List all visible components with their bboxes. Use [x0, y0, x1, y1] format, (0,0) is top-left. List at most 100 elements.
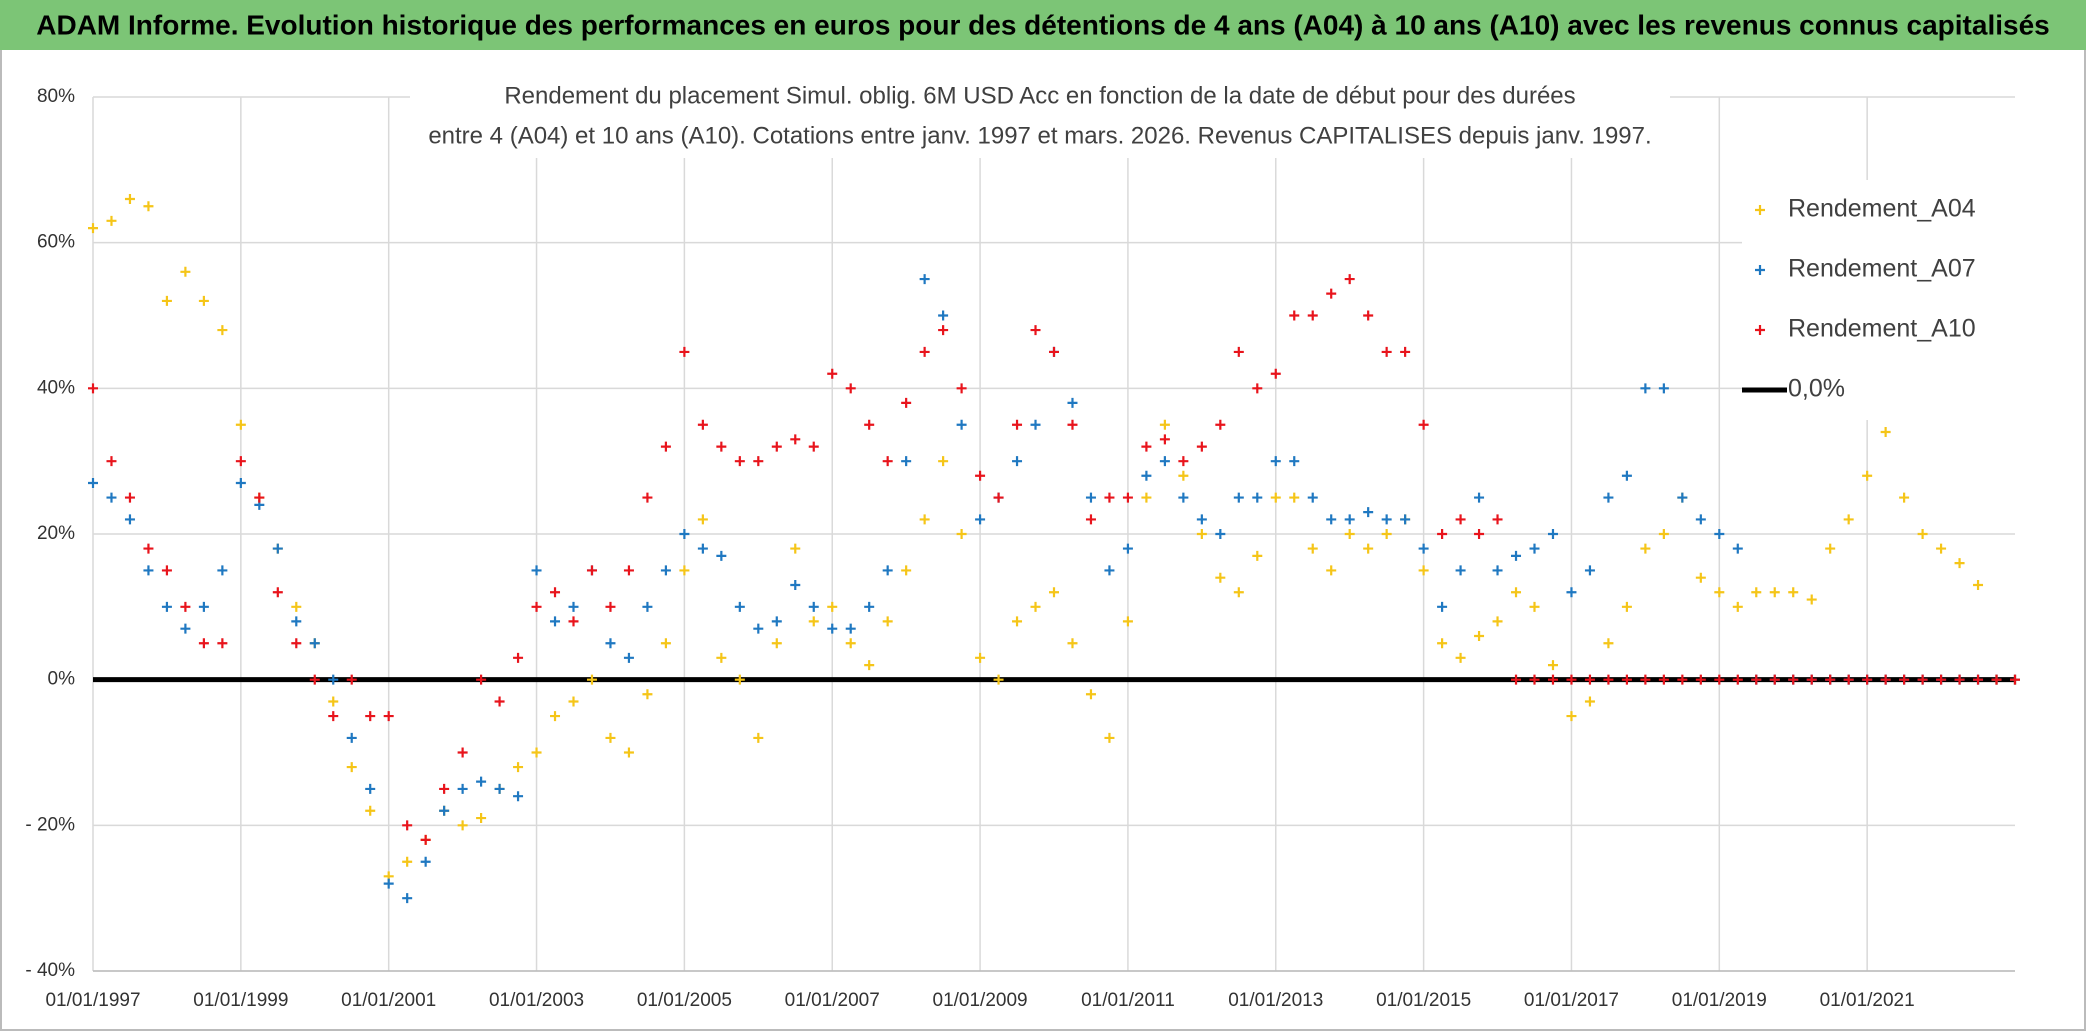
point [808, 601, 819, 612]
point [1677, 492, 1688, 503]
point [1270, 492, 1281, 503]
point [1936, 674, 1947, 685]
point [975, 514, 986, 525]
point [605, 638, 616, 649]
point [864, 660, 875, 671]
point [1862, 674, 1873, 685]
point [1584, 565, 1595, 576]
point [1233, 346, 1244, 357]
y-tick-label: 80% [37, 86, 75, 107]
point [365, 711, 376, 722]
subtitle: Rendement du placement Simul. oblig. 6M … [504, 82, 1575, 109]
point [1954, 558, 1965, 569]
point [161, 565, 172, 576]
point [383, 878, 394, 889]
point [1788, 587, 1799, 598]
point [1769, 587, 1780, 598]
point [106, 492, 117, 503]
y-tick-label: 40% [37, 377, 75, 398]
point [1085, 492, 1096, 503]
point [753, 732, 764, 743]
point [716, 441, 727, 452]
point [494, 696, 505, 707]
point [365, 783, 376, 794]
point [1252, 383, 1263, 394]
point [1030, 325, 1041, 336]
point [180, 266, 191, 277]
point [993, 674, 1004, 685]
point [476, 776, 487, 787]
point [605, 732, 616, 743]
point [808, 441, 819, 452]
point [457, 747, 468, 758]
x-tick-label: 01/01/2011 [1081, 990, 1175, 1011]
point [1954, 674, 1965, 685]
point [1547, 660, 1558, 671]
series [88, 274, 2020, 845]
point [1159, 419, 1170, 430]
point [457, 820, 468, 831]
point [106, 456, 117, 467]
point [1621, 601, 1632, 612]
point [513, 652, 524, 663]
point [827, 601, 838, 612]
point [328, 696, 339, 707]
point [1991, 674, 2002, 685]
point [457, 783, 468, 794]
point [1825, 674, 1836, 685]
point [716, 652, 727, 663]
point [513, 791, 524, 802]
point [1603, 492, 1614, 503]
point [1122, 616, 1133, 627]
point [1566, 711, 1577, 722]
point [1178, 456, 1189, 467]
point [1806, 594, 1817, 605]
point [1178, 470, 1189, 481]
point [1215, 419, 1226, 430]
point [1307, 492, 1318, 503]
point [642, 601, 653, 612]
point [827, 623, 838, 634]
point [1381, 529, 1392, 539]
point [1492, 514, 1503, 525]
point [790, 543, 801, 554]
point [198, 295, 209, 306]
point [1714, 529, 1725, 539]
legend-marker [1755, 325, 1765, 335]
x-tick-label: 01/01/2007 [785, 990, 880, 1011]
point [1511, 550, 1522, 561]
point [1159, 456, 1170, 467]
point [550, 587, 561, 598]
legend-label: Rendement_A04 [1788, 195, 1976, 223]
point [1529, 601, 1540, 612]
point [217, 638, 228, 649]
point [494, 783, 505, 794]
point [1603, 638, 1614, 649]
point [956, 529, 967, 539]
x-tick-label: 01/01/1997 [45, 990, 140, 1011]
x-tick-label: 01/01/2005 [637, 990, 732, 1011]
y-tick-label: 0% [48, 669, 76, 690]
point [217, 325, 228, 336]
point [143, 543, 154, 554]
point [771, 638, 782, 649]
point [1917, 674, 1928, 685]
point [1363, 507, 1374, 518]
point [864, 601, 875, 612]
point [1049, 587, 1059, 598]
point [402, 856, 413, 867]
point [1511, 674, 1522, 685]
point [586, 674, 597, 685]
point [1344, 274, 1355, 285]
point [1122, 543, 1133, 554]
point [346, 732, 357, 743]
point [1104, 732, 1115, 743]
point [734, 674, 745, 685]
point [420, 856, 431, 867]
point [476, 674, 487, 685]
point [420, 834, 431, 845]
point [845, 638, 856, 649]
point [1049, 346, 1059, 357]
point [1584, 674, 1595, 685]
